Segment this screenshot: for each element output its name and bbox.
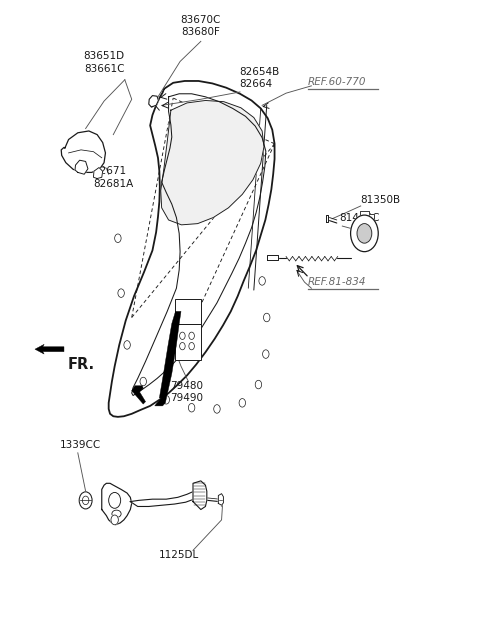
Circle shape	[180, 342, 185, 350]
Polygon shape	[155, 311, 181, 406]
Circle shape	[263, 350, 269, 358]
Polygon shape	[61, 131, 106, 173]
Circle shape	[111, 515, 119, 525]
Text: 1339CC: 1339CC	[60, 441, 101, 450]
Polygon shape	[132, 386, 145, 404]
Circle shape	[140, 377, 146, 386]
Circle shape	[163, 396, 169, 404]
Text: REF.81-834: REF.81-834	[308, 277, 367, 287]
Circle shape	[255, 380, 262, 389]
Circle shape	[189, 332, 194, 340]
Text: 79480
79490: 79480 79490	[170, 381, 204, 403]
Polygon shape	[193, 481, 207, 509]
Ellipse shape	[112, 510, 121, 518]
Text: REF.60-770: REF.60-770	[308, 77, 367, 87]
Circle shape	[350, 215, 378, 251]
Circle shape	[83, 496, 89, 505]
Circle shape	[239, 399, 246, 407]
Circle shape	[79, 492, 92, 509]
Polygon shape	[161, 100, 264, 225]
Text: 83670C
83680F: 83670C 83680F	[180, 15, 221, 37]
Circle shape	[124, 340, 131, 349]
Bar	[176, 299, 201, 324]
Circle shape	[180, 332, 185, 340]
Circle shape	[214, 404, 220, 413]
Circle shape	[264, 313, 270, 322]
Polygon shape	[131, 491, 194, 507]
Text: 81456C: 81456C	[339, 213, 380, 223]
Polygon shape	[326, 215, 328, 222]
Polygon shape	[102, 483, 132, 525]
Polygon shape	[75, 160, 88, 174]
Text: 82671
82681A: 82671 82681A	[94, 166, 134, 189]
Polygon shape	[108, 81, 275, 417]
Polygon shape	[267, 255, 278, 260]
Polygon shape	[94, 168, 103, 178]
Text: 83651D
83661C: 83651D 83661C	[84, 51, 125, 74]
Text: 1125DL: 1125DL	[159, 551, 199, 560]
Circle shape	[118, 289, 124, 297]
Polygon shape	[149, 96, 158, 107]
Circle shape	[357, 224, 372, 243]
Circle shape	[108, 493, 120, 508]
Circle shape	[188, 403, 195, 412]
Circle shape	[115, 234, 121, 243]
Bar	[176, 324, 201, 360]
Text: 81350B: 81350B	[360, 195, 400, 204]
Text: 82654B
82664: 82654B 82664	[239, 67, 279, 89]
Polygon shape	[218, 493, 223, 505]
Polygon shape	[360, 211, 373, 220]
Circle shape	[189, 342, 194, 350]
Text: FR.: FR.	[67, 357, 95, 372]
Circle shape	[259, 277, 265, 285]
Polygon shape	[35, 344, 64, 354]
